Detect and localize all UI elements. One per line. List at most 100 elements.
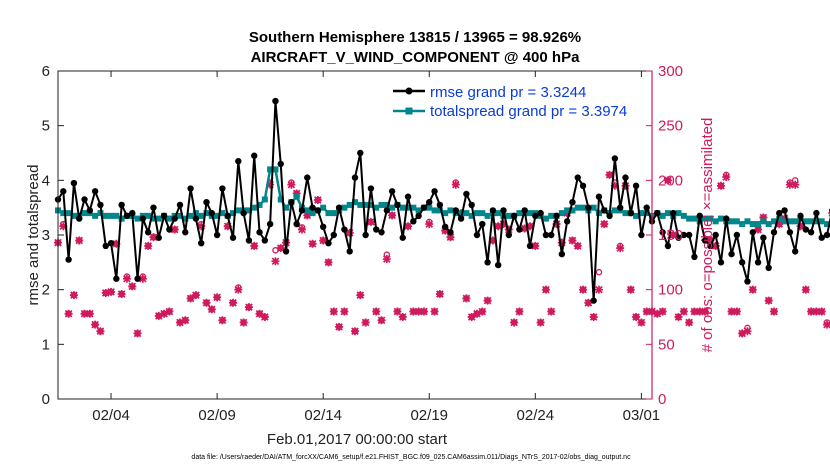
totalspread-marker — [622, 210, 629, 217]
totalspread-marker — [548, 212, 555, 219]
obs-assimilated-marker — [117, 290, 126, 299]
obs-assimilated-marker — [239, 318, 248, 327]
obs-assimilated-marker — [313, 196, 322, 205]
rmse-marker — [558, 250, 566, 258]
rmse-marker — [532, 212, 539, 220]
rmse-marker — [622, 174, 629, 181]
y2-tick-label: 250 — [658, 118, 683, 135]
obs-assimilated-marker — [197, 222, 206, 231]
obs-assimilated-marker — [669, 231, 678, 239]
rmse-marker — [166, 226, 173, 233]
rmse-marker — [685, 231, 693, 239]
totalspread-marker — [479, 210, 486, 217]
totalspread-marker — [325, 210, 332, 217]
x-tick-label: 02/04 — [92, 407, 130, 424]
totalspread-marker — [442, 210, 449, 217]
obs-assimilated-marker — [531, 241, 540, 250]
obs-assimilated-marker — [250, 241, 259, 250]
totalspread-marker — [304, 207, 311, 214]
rmse-marker — [701, 237, 709, 244]
totalspread-marker — [818, 218, 825, 225]
rmse-marker — [410, 218, 417, 225]
totalspread-marker — [580, 204, 587, 211]
obs-assimilated-marker — [536, 318, 545, 327]
obs-assimilated-marker — [335, 322, 344, 331]
totalspread-marker — [309, 210, 316, 217]
y2-tick-label: 100 — [658, 282, 683, 299]
footnote: data file: /Users/raeder/DAI/ATM_forcXX/… — [191, 454, 631, 461]
rmse-marker — [325, 240, 332, 247]
rmse-marker — [569, 199, 576, 206]
y-axis-label: rmse and totalspread — [25, 165, 42, 306]
obs-assimilated-marker — [791, 180, 800, 189]
totalspread-marker — [293, 193, 300, 200]
rmse-marker — [670, 209, 677, 217]
obs-assimilated-marker — [754, 225, 763, 234]
rmse-marker — [781, 207, 788, 214]
obs-assimilated-marker — [101, 288, 110, 297]
totalspread-marker — [373, 204, 380, 211]
obs-assimilated-marker — [96, 327, 105, 336]
totalspread-marker — [473, 210, 480, 217]
legend-rmse-label: rmse grand pr = 3.3244 — [430, 84, 586, 101]
obs-assimilated-marker — [435, 290, 444, 299]
obs-assimilated-marker — [308, 239, 317, 248]
rmse-marker — [585, 204, 592, 211]
rmse-marker — [76, 215, 83, 222]
totalspread-marker — [749, 221, 756, 228]
obs-assimilated-marker — [494, 222, 503, 231]
obs-assimilated-marker — [207, 305, 216, 314]
y2-tick-label: 300 — [658, 63, 683, 80]
obs-assimilated-marker — [404, 222, 413, 231]
rmse-marker — [388, 188, 396, 195]
y-tick-label: 5 — [42, 118, 50, 135]
obs-possible-marker — [595, 268, 603, 276]
totalspread-marker — [410, 204, 417, 211]
obs-assimilated-marker — [584, 298, 593, 307]
legend: rmse grand pr = 3.3244 totalspread grand… — [387, 81, 649, 123]
rmse-marker — [606, 212, 613, 220]
rmse-marker — [86, 207, 94, 214]
y-tick-label: 4 — [42, 172, 50, 189]
obs-assimilated-marker — [541, 285, 550, 294]
obs-assimilated-marker — [441, 226, 450, 235]
obs-assimilated-marker — [271, 257, 280, 266]
obs-assimilated-marker — [213, 293, 222, 302]
totalspread-marker — [383, 201, 390, 208]
obs-assimilated-marker — [568, 236, 577, 245]
rmse-marker — [245, 237, 253, 244]
rmse-marker — [797, 212, 804, 220]
rmse-marker — [129, 209, 136, 217]
rmse-marker — [510, 212, 518, 220]
totalspread-marker — [256, 201, 263, 208]
rmse-marker — [754, 259, 762, 266]
totalspread-marker — [60, 210, 67, 217]
rmse-marker — [818, 234, 825, 241]
totalspread-marker — [97, 210, 104, 217]
obs-assimilated-marker — [685, 318, 694, 327]
rmse-marker — [341, 226, 348, 233]
rmse-marker — [351, 174, 359, 181]
obs-assimilated-marker — [324, 258, 333, 267]
obs-assimilated-marker — [823, 320, 830, 329]
rmse-marker — [696, 212, 703, 220]
obs-assimilated-marker — [557, 238, 566, 247]
rmse-marker — [65, 256, 72, 263]
rmse-marker — [807, 229, 815, 236]
totalspread-marker — [770, 218, 777, 225]
rmse-marker — [81, 196, 88, 203]
totalspread-marker — [680, 212, 687, 219]
totalspread-marker — [691, 215, 698, 222]
obs-assimilated-marker — [340, 307, 349, 316]
obs-assimilated-marker — [372, 307, 381, 316]
totalspread-marker — [92, 212, 99, 219]
totalspread-marker — [145, 212, 152, 219]
rmse-marker — [675, 234, 682, 241]
rmse-marker — [595, 193, 603, 200]
rmse-marker — [479, 220, 486, 228]
obs-assimilated-marker — [191, 291, 200, 300]
obs-assimilated-marker — [716, 181, 725, 190]
rmse-marker — [304, 174, 311, 181]
totalspread-marker — [251, 204, 258, 211]
obs-assimilated-marker — [382, 255, 391, 264]
